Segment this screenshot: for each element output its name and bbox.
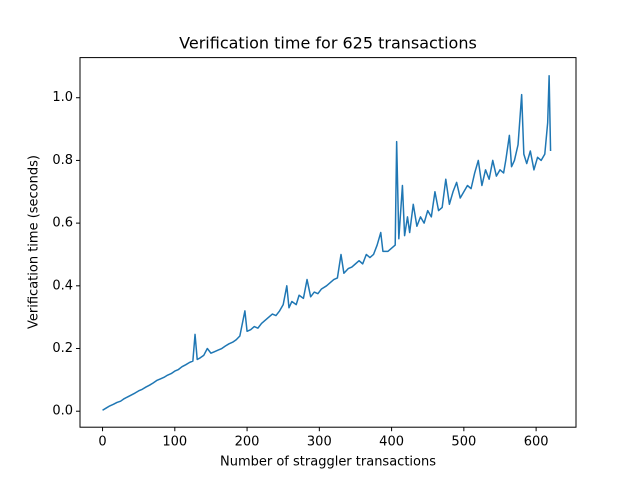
x-tick-label: 600 xyxy=(524,435,549,450)
data-line xyxy=(102,75,552,411)
plot-frame xyxy=(79,57,577,428)
y-tick-label: 0.0 xyxy=(52,404,73,419)
x-tick-label: 0 xyxy=(98,435,106,450)
y-tick-label: 1.0 xyxy=(52,90,73,105)
y-tick-label: 0.4 xyxy=(52,278,73,293)
y-tick-label: 0.2 xyxy=(52,341,73,356)
x-axis-label: Number of straggler transactions xyxy=(220,455,436,470)
x-tick-label: 500 xyxy=(451,435,476,450)
x-tick-label: 400 xyxy=(379,435,404,450)
x-tick-label: 300 xyxy=(307,435,332,450)
chart-title: Verification time for 625 transactions xyxy=(179,34,477,53)
x-tick-label: 100 xyxy=(162,435,187,450)
y-tick-label: 0.8 xyxy=(52,153,73,168)
y-axis-label: Verification time (seconds) xyxy=(27,155,42,329)
y-tick-label: 0.6 xyxy=(52,216,73,231)
x-tick-label: 200 xyxy=(235,435,260,450)
